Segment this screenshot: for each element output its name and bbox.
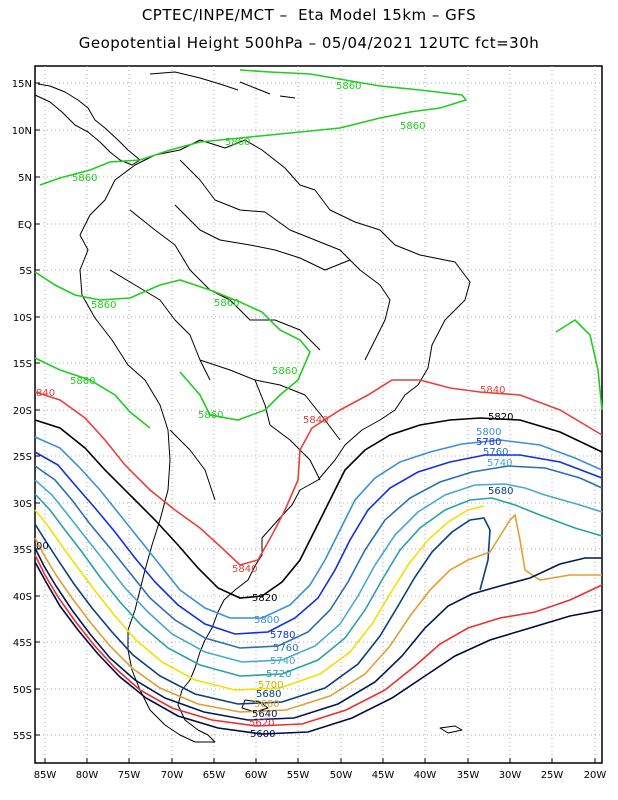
contour-label-5800: 5800: [476, 427, 501, 438]
lat-label: 35S: [13, 545, 32, 556]
graticule: [35, 66, 602, 763]
contour-label-5780: 5780: [270, 630, 295, 641]
contour-5820: [34, 417, 603, 599]
title-line-2: Geopotential Height 500hPa – 05/04/2021 …: [78, 34, 540, 52]
lon-label: 55W: [287, 770, 310, 781]
lat-label: 20S: [13, 406, 32, 417]
lat-label: 5N: [18, 173, 32, 184]
caribbean-islands: [149, 71, 296, 99]
contour-label-5680: 5680: [256, 689, 281, 700]
south-america-coast: [79, 139, 471, 743]
contour-5860-west: [34, 357, 151, 429]
lat-label: 30S: [13, 499, 32, 510]
contour-label-5620: 5620: [249, 718, 274, 729]
latitude-labels: 15N 10N 5N EQ 5S 10S 15S 20S 25S 30S 35S…: [12, 79, 32, 742]
title-line-1: CPTEC/INPE/MCT – Eta Model 15km – GFS: [141, 6, 477, 24]
lon-label: 20W: [584, 770, 607, 781]
contour-5760: [34, 465, 603, 649]
south-georgia: [439, 725, 463, 734]
contour-labels: 5860 5860 5860 5860 5860 5860 5860 5860 …: [36, 81, 513, 740]
contour-5640: [34, 547, 602, 721]
lon-label: 35W: [457, 770, 480, 781]
lat-label: 10S: [13, 313, 32, 324]
contour-5620: [34, 554, 603, 727]
contour-edge-label-5840: 840: [36, 388, 55, 399]
lat-label: 45S: [13, 638, 32, 649]
contour-5600: [34, 561, 603, 735]
contour-5840: [34, 379, 603, 566]
contour-label-5840: 5840: [303, 415, 328, 426]
lon-label: 85W: [34, 770, 57, 781]
contour-label-5860: 5860: [72, 173, 97, 184]
contour-label-5840: 5840: [480, 385, 505, 396]
contour-5780: [34, 451, 603, 635]
country-borders: [109, 159, 391, 501]
lon-label: 65W: [203, 770, 226, 781]
lon-label: 25W: [541, 770, 564, 781]
contour-label-5660: 5660: [254, 699, 279, 710]
contour-5860-north: [39, 69, 468, 186]
lat-label: 50S: [13, 685, 32, 696]
lat-label: 5S: [19, 266, 32, 277]
contour-5660: [34, 513, 602, 713]
lon-label: 50W: [330, 770, 353, 781]
contour-label-5760: 5760: [273, 643, 298, 654]
contour-5680: [34, 517, 491, 705]
contour-label-5720: 5720: [266, 669, 291, 680]
contour-label-5860: 5860: [214, 298, 239, 309]
contour-label-5820: 5820: [488, 412, 513, 423]
contour-label-5860: 5860: [400, 121, 425, 132]
contour-5720: [34, 493, 603, 677]
contour-5860-east: [555, 318, 603, 411]
contour-label-5680: 5680: [488, 486, 513, 497]
lon-label: 80W: [76, 770, 99, 781]
contour-5740: [34, 479, 603, 663]
lat-label: 55S: [13, 731, 32, 742]
lon-label: 45W: [372, 770, 395, 781]
lon-label: 60W: [245, 770, 268, 781]
contour-label-5860: 5860: [225, 137, 250, 148]
lat-label: 40S: [13, 592, 32, 603]
lat-label: 25S: [13, 452, 32, 463]
contour-edge-label-5600: 00: [36, 541, 49, 552]
contour-5800: [34, 436, 603, 619]
contour-5860-south: [34, 271, 311, 421]
contour-5700: [34, 505, 485, 691]
contour-label-5860: 5860: [336, 81, 361, 92]
contour-label-5760: 5760: [483, 447, 508, 458]
lon-label: 30W: [499, 770, 522, 781]
lat-label: EQ: [18, 220, 32, 231]
contour-label-5860: 5860: [70, 376, 95, 387]
lat-label: 15S: [13, 359, 32, 370]
contour-label-5840: 5840: [232, 564, 257, 575]
lon-label: 75W: [118, 770, 141, 781]
lon-label: 70W: [161, 770, 184, 781]
contour-label-5700: 5700: [258, 680, 283, 691]
contour-label-5600: 5600: [250, 729, 275, 740]
longitude-labels: 85W 80W 75W 70W 65W 60W 55W 50W 45W 40W …: [34, 770, 607, 781]
contour-label-5780: 5780: [476, 437, 501, 448]
contours: [34, 69, 603, 735]
contour-label-5740: 5740: [270, 656, 295, 667]
contour-label-5820: 5820: [252, 593, 277, 604]
lat-label: 15N: [12, 79, 32, 90]
coastlines: [34, 71, 471, 743]
contour-label-5800: 5800: [254, 615, 279, 626]
lon-label: 40W: [414, 770, 437, 781]
central-america-coast: [34, 83, 141, 166]
axis-ticks: [35, 82, 596, 763]
contour-label-5640: 5640: [252, 709, 277, 720]
contour-label-5860: 5860: [91, 300, 116, 311]
contour-label-5740: 5740: [487, 458, 512, 469]
lat-label: 10N: [12, 126, 32, 137]
contour-label-5860: 5860: [272, 366, 297, 377]
falkland-islands: [241, 699, 269, 713]
map-frame: [34, 65, 603, 764]
contour-label-5860: 5860: [198, 410, 223, 421]
